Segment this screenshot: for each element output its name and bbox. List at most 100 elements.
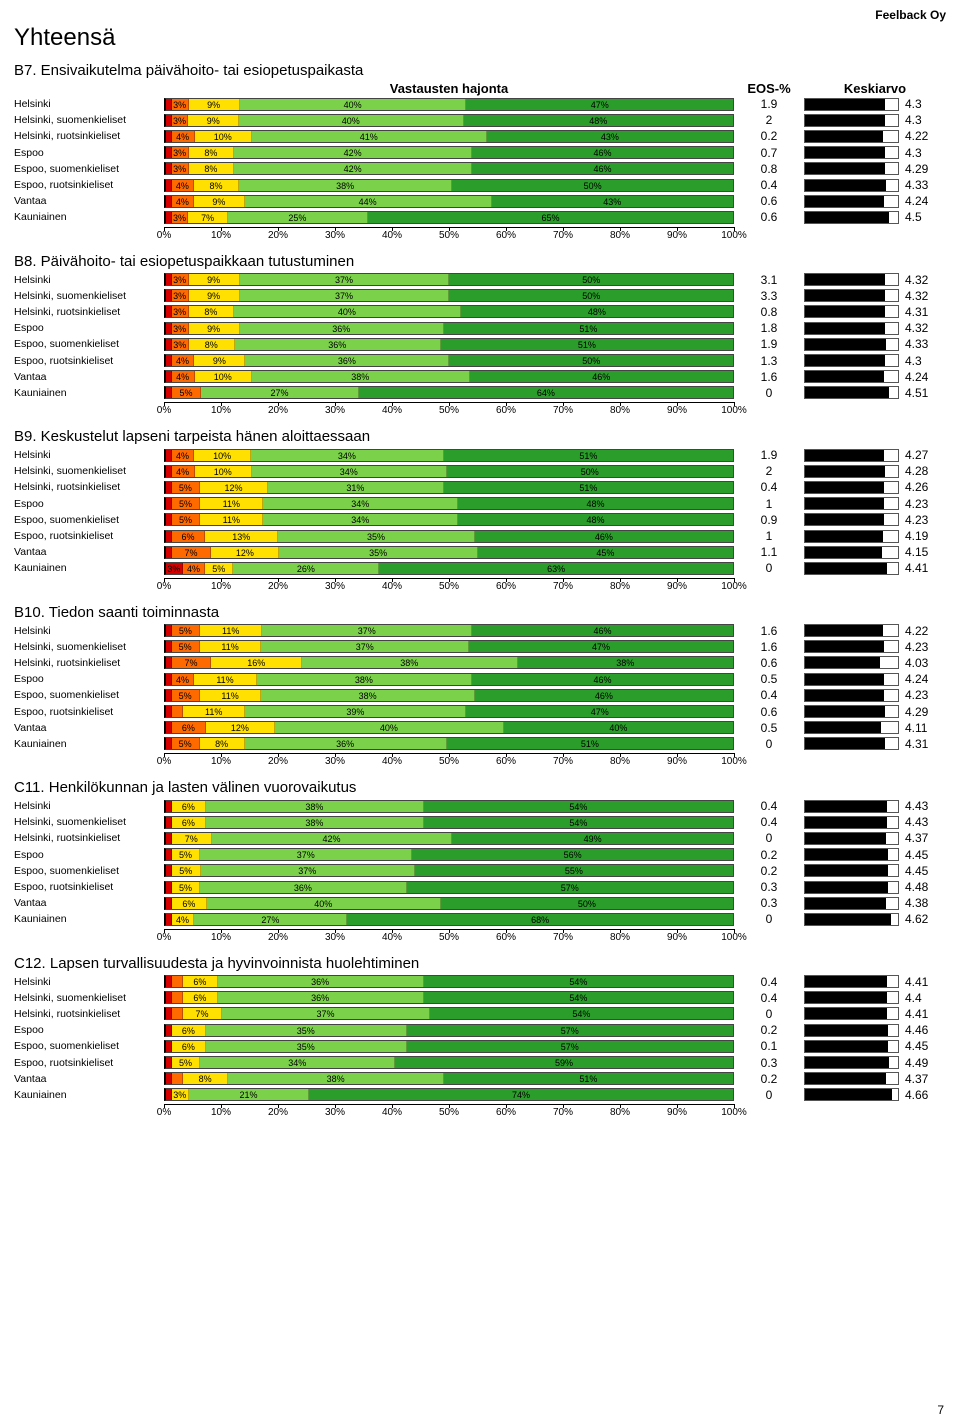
stacked-bar: 6%13%35%46% — [164, 529, 734, 544]
axis-tick-label: 100% — [721, 230, 747, 241]
stacked-bar: 8%38%51% — [164, 1071, 734, 1086]
avg-bar — [804, 975, 899, 988]
avg-value: 4.32 — [905, 289, 928, 303]
avg-value: 4.28 — [905, 464, 928, 478]
axis-tick-label: 50% — [439, 405, 459, 416]
avg-cell: 4.41 — [804, 1007, 946, 1021]
avg-cell: 4.51 — [804, 386, 946, 400]
row-label: Helsinki, suomenkieliset — [14, 641, 164, 653]
bar-segment: 5% — [172, 482, 200, 493]
bar-segment: 65% — [368, 212, 733, 223]
avg-value: 4.23 — [905, 688, 928, 702]
bar-segment: 47% — [466, 706, 732, 717]
bar-segment: 44% — [245, 196, 492, 207]
bar-segment: 46% — [472, 147, 733, 158]
row-label: Espoo — [14, 1024, 164, 1036]
eos-value: 1 — [734, 497, 804, 511]
data-row: Espoo, suomenkieliset5%37%55%0.24.45 — [14, 863, 946, 879]
avg-cell: 4.15 — [804, 545, 946, 559]
row-label: Espoo — [14, 147, 164, 159]
bar-segment: 6% — [172, 817, 206, 828]
question-block: B9. Keskustelut lapseni tarpeista hänen … — [14, 428, 946, 594]
avg-bar — [804, 179, 899, 192]
data-row: Helsinki6%38%54%0.44.43 — [14, 798, 946, 814]
avg-cell: 4.29 — [804, 162, 946, 176]
avg-bar — [804, 832, 899, 845]
data-row: Helsinki, ruotsinkieliset5%12%31%51%0.44… — [14, 479, 946, 495]
bar-segment: 6% — [172, 1025, 206, 1036]
axis-tick-label: 100% — [721, 405, 747, 416]
bar-segment: 50% — [449, 274, 733, 285]
bar-segment: 36% — [240, 323, 444, 334]
stacked-bar: 3%7%25%65% — [164, 210, 734, 225]
avg-bar — [804, 897, 899, 910]
axis-tick-label: 0% — [157, 405, 171, 416]
avg-bar — [804, 656, 899, 669]
axis-tick-label: 60% — [496, 405, 516, 416]
data-row: Vantaa8%38%51%0.24.37 — [14, 1071, 946, 1087]
avg-value: 4.3 — [905, 97, 922, 111]
bar-segment: 4% — [172, 914, 195, 925]
data-row: Espoo, ruotsinkieliset6%13%35%46%14.19 — [14, 528, 946, 544]
bar-segment: 64% — [359, 387, 733, 398]
avg-cell: 4.27 — [804, 448, 946, 462]
stacked-bar: 11%39%47% — [164, 704, 734, 719]
axis-tick-label: 90% — [667, 230, 687, 241]
bar-segment: 31% — [268, 482, 444, 493]
eos-value: 0.4 — [734, 480, 804, 494]
avg-bar — [804, 162, 899, 175]
row-label: Vantaa — [14, 195, 164, 207]
avg-bar — [804, 114, 899, 127]
row-label: Espoo — [14, 849, 164, 861]
bar-segment: 63% — [379, 563, 733, 574]
avg-bar — [804, 881, 899, 894]
avg-value: 4.3 — [905, 146, 922, 160]
axis-tick-label: 50% — [439, 756, 459, 767]
bar-segment: 37% — [201, 865, 415, 876]
axis-tick-label: 60% — [496, 581, 516, 592]
eos-value: 0.4 — [734, 688, 804, 702]
bar-segment: 42% — [234, 147, 472, 158]
data-row: Vantaa4%9%44%43%0.64.24 — [14, 193, 946, 209]
avg-bar — [804, 673, 899, 686]
eos-value: 1 — [734, 529, 804, 543]
avg-bar — [804, 273, 899, 286]
bar-segment: 5% — [172, 849, 201, 860]
x-axis: 0%10%20%30%40%50%60%70%80%90%100% — [14, 578, 946, 594]
row-label: Helsinki — [14, 800, 164, 812]
bar-segment: 26% — [233, 563, 379, 574]
avg-value: 4.66 — [905, 1088, 928, 1102]
bar-segment: 10% — [195, 371, 252, 382]
avg-value: 4.45 — [905, 1039, 928, 1053]
axis-tick-label: 70% — [553, 756, 573, 767]
avg-bar — [804, 848, 899, 861]
stacked-bar: 5%11%37%46% — [164, 623, 734, 638]
avg-cell: 4.23 — [804, 497, 946, 511]
bar-segment: 57% — [407, 882, 733, 893]
eos-value: 0.1 — [734, 1039, 804, 1053]
avg-cell: 4.31 — [804, 737, 946, 751]
axis-tick-label: 90% — [667, 581, 687, 592]
row-label: Helsinki, suomenkieliset — [14, 290, 164, 302]
header-keskiarvo: Keskiarvo — [804, 81, 946, 96]
bar-segment: 6% — [172, 531, 206, 542]
x-axis: 0%10%20%30%40%50%60%70%80%90%100% — [14, 753, 946, 769]
stacked-bar: 3%4%5%26%63% — [164, 561, 734, 576]
bar-segment: 48% — [461, 306, 733, 317]
bar-segment: 35% — [206, 1025, 406, 1036]
bar-segment: 11% — [200, 690, 262, 701]
bar-segment: 38% — [228, 1073, 443, 1084]
bar-segment: 5% — [172, 514, 201, 525]
eos-value: 0.2 — [734, 864, 804, 878]
bar-segment: 54% — [424, 801, 733, 812]
avg-value: 4.15 — [905, 545, 928, 559]
bar-segment — [172, 706, 183, 717]
header-hajonta: Vastausten hajonta — [164, 81, 734, 96]
avg-bar — [804, 689, 899, 702]
axis-tick-label: 50% — [439, 1107, 459, 1118]
eos-value: 3.3 — [734, 289, 804, 303]
bar-segment: 50% — [449, 290, 733, 301]
bar-segment: 8% — [189, 339, 235, 350]
axis-tick-label: 100% — [721, 1107, 747, 1118]
bar-segment: 5% — [172, 882, 201, 893]
